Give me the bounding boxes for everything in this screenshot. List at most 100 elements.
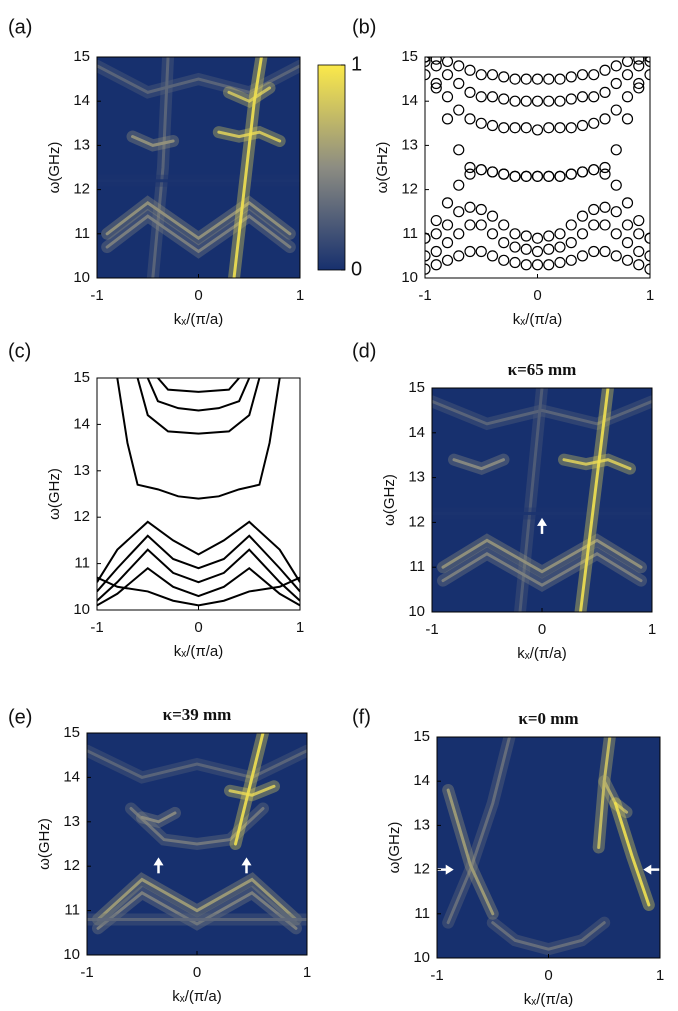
point bbox=[531, 95, 544, 107]
point bbox=[599, 161, 611, 174]
point bbox=[543, 122, 555, 134]
point bbox=[441, 197, 454, 209]
point bbox=[464, 64, 476, 76]
point bbox=[509, 228, 521, 240]
panel: (e) κ=39 mm -1 0 1 10 11 12 13 14 15 kₓ/(π/a) ω(GHz) bbox=[8, 705, 311, 1005]
point bbox=[520, 122, 532, 134]
point bbox=[430, 77, 442, 90]
point bbox=[520, 259, 532, 271]
x-tick-label: 0 bbox=[544, 967, 552, 984]
y-tick-label: 14 bbox=[413, 772, 430, 789]
heatmap-ridge bbox=[105, 201, 292, 241]
y-tick-label: 14 bbox=[63, 768, 80, 785]
heatmap-ridge bbox=[227, 86, 272, 103]
point bbox=[441, 69, 454, 81]
x-tick-label: 0 bbox=[533, 287, 541, 304]
point bbox=[425, 69, 431, 81]
x-tick-label: 1 bbox=[296, 287, 304, 304]
point bbox=[520, 73, 532, 85]
point bbox=[475, 203, 487, 216]
point bbox=[486, 119, 499, 132]
y-axis-label: ω(GHz) bbox=[381, 474, 398, 526]
band-line bbox=[116, 378, 281, 500]
y-tick-label: 10 bbox=[413, 949, 430, 966]
y-tick-label: 15 bbox=[401, 48, 418, 65]
y-tick-label: 11 bbox=[64, 902, 80, 919]
heatmap-ridge bbox=[446, 737, 511, 925]
x-tick-label: 1 bbox=[646, 287, 654, 304]
point bbox=[610, 77, 622, 90]
panel: (f) κ=0 mm -1 0 1 10 11 12 13 14 15 kₓ/(π/a) ω(GHz) bbox=[352, 706, 664, 1008]
point bbox=[531, 124, 544, 136]
point bbox=[610, 179, 622, 191]
point bbox=[610, 60, 622, 72]
point bbox=[430, 228, 442, 240]
point bbox=[486, 166, 499, 178]
y-tick-label: 15 bbox=[73, 369, 90, 386]
heatmap-ridge bbox=[96, 877, 298, 921]
point bbox=[588, 203, 600, 216]
heatmap-ridge bbox=[105, 214, 292, 254]
point bbox=[486, 250, 499, 262]
heatmap-ridge bbox=[87, 749, 307, 779]
arrow-head bbox=[241, 857, 252, 866]
x-tick-label: 1 bbox=[303, 964, 311, 981]
point bbox=[498, 254, 510, 266]
point bbox=[644, 232, 650, 244]
point bbox=[621, 57, 634, 68]
arrow-head bbox=[153, 857, 164, 866]
point bbox=[599, 219, 611, 231]
plot-area bbox=[437, 737, 660, 958]
point bbox=[588, 91, 600, 103]
heatmap-ridge bbox=[96, 891, 298, 930]
arrow-head bbox=[445, 864, 454, 875]
point bbox=[425, 57, 431, 68]
panel-label: (f) bbox=[352, 706, 371, 728]
point bbox=[543, 243, 555, 255]
point bbox=[543, 259, 555, 271]
y-tick-label: 14 bbox=[73, 92, 90, 109]
plot-area bbox=[97, 378, 300, 607]
y-tick-label: 13 bbox=[413, 816, 430, 833]
point bbox=[588, 69, 600, 81]
point bbox=[498, 122, 510, 134]
heatmap-ridge bbox=[228, 784, 276, 797]
heatmap-ridge bbox=[452, 458, 505, 471]
y-tick-label: 13 bbox=[401, 136, 418, 153]
x-tick-label: 1 bbox=[648, 621, 656, 638]
point bbox=[531, 259, 544, 271]
point bbox=[621, 254, 634, 266]
point bbox=[633, 228, 645, 240]
arrow-head bbox=[643, 864, 652, 875]
point bbox=[441, 254, 454, 266]
point bbox=[588, 219, 600, 231]
point bbox=[576, 250, 589, 262]
point bbox=[464, 113, 476, 125]
colorbar bbox=[317, 64, 346, 271]
point bbox=[554, 73, 566, 85]
point bbox=[520, 230, 532, 242]
heatmap-ridge bbox=[432, 399, 652, 426]
heatmap-ridge bbox=[613, 801, 651, 907]
point bbox=[633, 259, 645, 271]
point bbox=[520, 243, 532, 255]
x-tick-label: 0 bbox=[194, 619, 202, 636]
point bbox=[486, 91, 499, 103]
point bbox=[621, 219, 634, 231]
colorbar-tick-label: 0 bbox=[351, 258, 362, 280]
point bbox=[610, 144, 622, 156]
heatmap-ridge bbox=[140, 811, 177, 824]
y-tick-label: 12 bbox=[408, 513, 425, 530]
x-tick-label: 0 bbox=[194, 287, 202, 304]
panel-label: (b) bbox=[352, 16, 376, 38]
point bbox=[588, 245, 600, 258]
y-tick-label: 11 bbox=[402, 225, 418, 242]
point bbox=[599, 201, 611, 213]
band-line bbox=[136, 378, 261, 435]
point bbox=[565, 254, 577, 266]
point bbox=[599, 113, 611, 125]
axes-frame bbox=[424, 56, 651, 279]
point bbox=[475, 69, 487, 81]
point bbox=[633, 214, 645, 227]
point bbox=[644, 263, 650, 275]
